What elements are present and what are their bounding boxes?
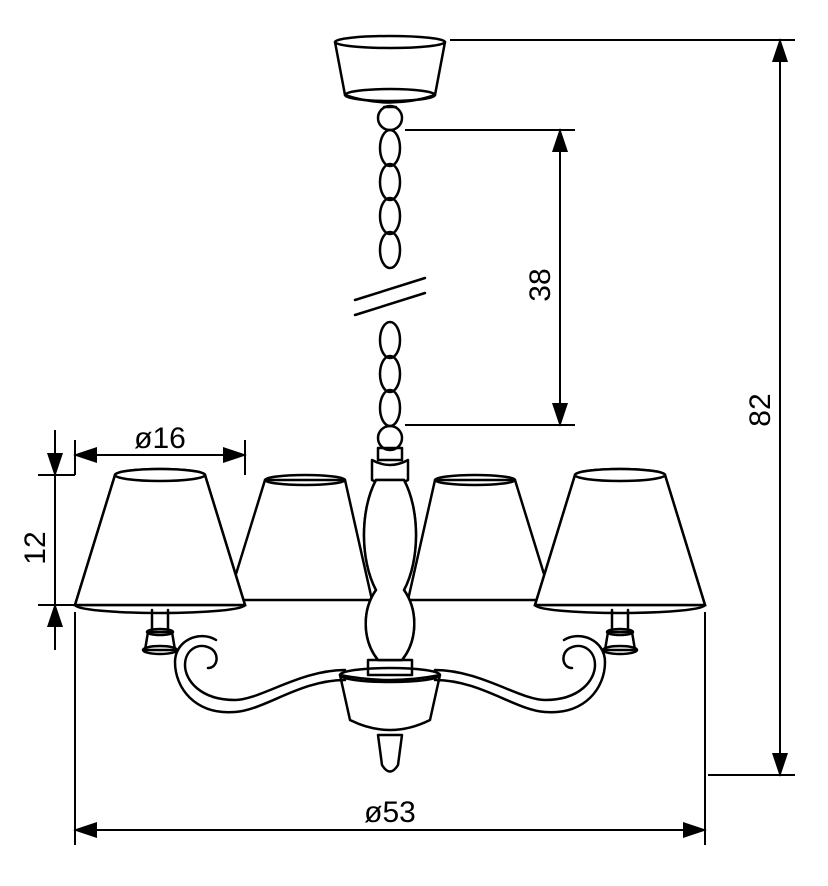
dimensions: ø16 12 38 82 ø [19, 40, 795, 845]
dim-shade-height: 12 [19, 430, 75, 650]
chain-upper [380, 130, 400, 268]
dim-shade-diameter-label: ø16 [134, 422, 186, 455]
dim-total-height-label: 82 [744, 393, 777, 426]
mid-shade-left [228, 475, 372, 600]
canopy [335, 36, 445, 130]
mid-shade-right [408, 475, 552, 600]
dim-chain: 38 [405, 130, 575, 425]
body-ring [378, 426, 402, 450]
chain-break [355, 278, 425, 315]
dim-total-height: 82 [450, 40, 795, 775]
dim-shade-height-label: 12 [19, 531, 52, 564]
bottom-bowl [340, 668, 440, 772]
chain-lower [380, 322, 400, 426]
dim-shade-diameter: ø16 [75, 422, 245, 475]
chandelier-dimension-drawing: ø16 12 38 82 ø [0, 0, 828, 886]
dim-total-width-label: ø53 [364, 796, 416, 829]
dim-chain-label: 38 [524, 268, 557, 301]
